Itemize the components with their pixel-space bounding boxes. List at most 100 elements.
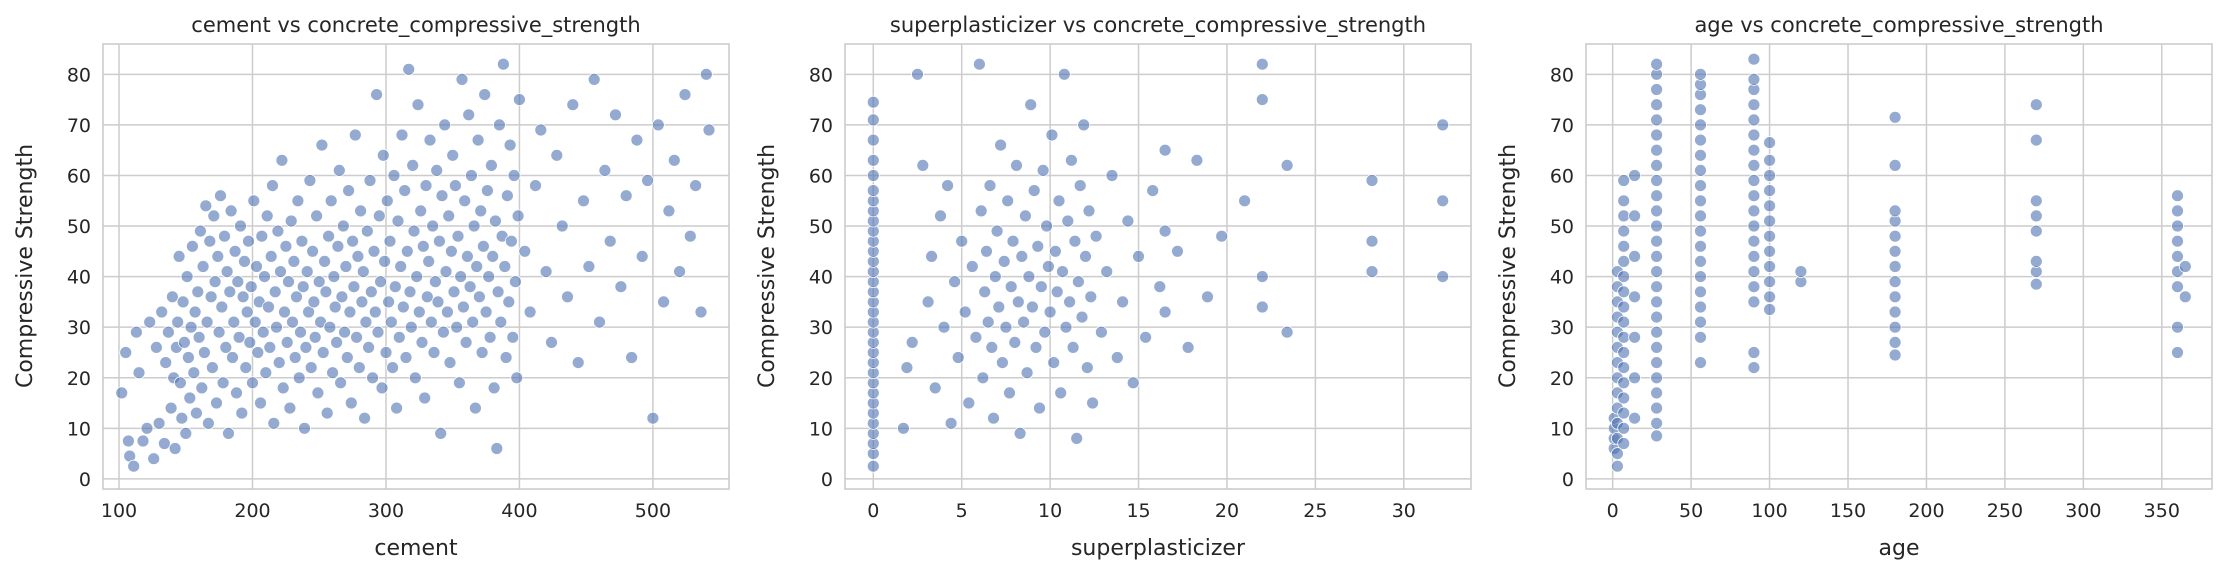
- data-point: [2029, 254, 2043, 268]
- data-point: [1079, 249, 1092, 263]
- data-point: [1146, 184, 1160, 198]
- data-point: [2029, 133, 2043, 147]
- data-point: [1650, 265, 1663, 279]
- x-tick-label: 20: [1215, 500, 1239, 522]
- y-tick-label: 60: [67, 165, 91, 187]
- x-tick-label: 300: [2065, 500, 2101, 522]
- data-point: [279, 239, 293, 253]
- data-point: [1617, 174, 1631, 187]
- y-tick-label: 0: [821, 469, 833, 491]
- data-point: [1888, 290, 1902, 304]
- data-point: [667, 153, 681, 167]
- data-point: [1694, 356, 1707, 370]
- data-point: [1201, 290, 1214, 304]
- x-tick-label: 150: [1830, 500, 1866, 522]
- data-point: [1747, 189, 1761, 203]
- data-point: [1017, 315, 1030, 329]
- y-tick-label: 50: [1550, 216, 1574, 238]
- data-point: [925, 249, 938, 263]
- data-point: [1116, 295, 1129, 309]
- data-point: [280, 335, 294, 349]
- plot-frame: [844, 43, 1472, 490]
- data-point: [239, 361, 253, 375]
- data-point: [338, 325, 352, 339]
- data-point: [673, 265, 686, 279]
- data-point: [518, 244, 532, 258]
- data-point: [480, 184, 494, 198]
- data-point: [143, 315, 157, 329]
- data-point: [214, 189, 227, 203]
- data-point: [1033, 401, 1046, 415]
- data-point: [256, 325, 270, 339]
- data-point: [286, 315, 299, 329]
- data-point: [187, 366, 201, 380]
- data-point: [432, 234, 446, 248]
- data-point: [1617, 437, 1631, 450]
- data-point: [1617, 224, 1631, 238]
- data-point: [274, 265, 287, 279]
- data-point: [439, 265, 453, 279]
- data-point: [127, 459, 141, 473]
- data-point: [1086, 396, 1099, 410]
- data-point: [211, 249, 225, 263]
- data-point: [1006, 234, 1020, 248]
- data-point: [500, 189, 514, 203]
- data-point: [1747, 219, 1761, 233]
- data-point: [267, 416, 281, 430]
- data-point: [1050, 285, 1064, 299]
- data-point: [1436, 118, 1450, 132]
- x-axis-label: age: [1879, 536, 1920, 561]
- data-point: [384, 315, 398, 329]
- data-point: [1650, 356, 1663, 370]
- data-point: [2029, 98, 2043, 112]
- data-point: [129, 325, 143, 339]
- data-point: [378, 254, 392, 268]
- data-point: [1617, 270, 1631, 284]
- data-point: [1628, 330, 1641, 344]
- data-point: [484, 158, 498, 172]
- data-point: [566, 98, 580, 112]
- data-point: [312, 275, 326, 289]
- data-point: [223, 285, 237, 299]
- data-point: [2171, 249, 2184, 263]
- data-point: [1215, 229, 1229, 243]
- data-point: [513, 93, 526, 106]
- data-point: [561, 290, 574, 304]
- data-point: [294, 325, 307, 339]
- data-point: [152, 416, 166, 430]
- data-point: [1650, 83, 1663, 96]
- data-point: [391, 214, 405, 228]
- data-point: [264, 249, 278, 263]
- data-point: [1747, 128, 1761, 142]
- data-point: [2171, 219, 2184, 233]
- data-point: [336, 219, 350, 233]
- data-point: [1617, 421, 1631, 435]
- data-point: [244, 280, 258, 294]
- data-point: [969, 330, 983, 344]
- data-point: [496, 57, 510, 71]
- data-point: [282, 275, 295, 289]
- data-point: [1072, 275, 1085, 289]
- data-point: [147, 452, 161, 466]
- data-point: [1617, 300, 1631, 314]
- data-point: [164, 401, 178, 415]
- y-tick-label: 0: [1562, 469, 1574, 491]
- data-point: [299, 340, 313, 354]
- data-point: [1650, 189, 1663, 203]
- data-point: [1280, 325, 1294, 339]
- data-point: [358, 411, 372, 425]
- data-point: [271, 224, 285, 238]
- data-point: [250, 260, 263, 273]
- data-point: [165, 290, 179, 304]
- data-point: [1763, 303, 1776, 316]
- data-point: [212, 325, 226, 339]
- data-point: [189, 406, 203, 420]
- data-point: [323, 320, 337, 334]
- data-point: [1747, 143, 1761, 157]
- data-point: [422, 254, 436, 268]
- data-point: [403, 285, 417, 299]
- data-point: [428, 275, 442, 289]
- data-point: [1747, 98, 1761, 112]
- x-tick-label: 500: [635, 500, 671, 522]
- data-point: [396, 300, 410, 314]
